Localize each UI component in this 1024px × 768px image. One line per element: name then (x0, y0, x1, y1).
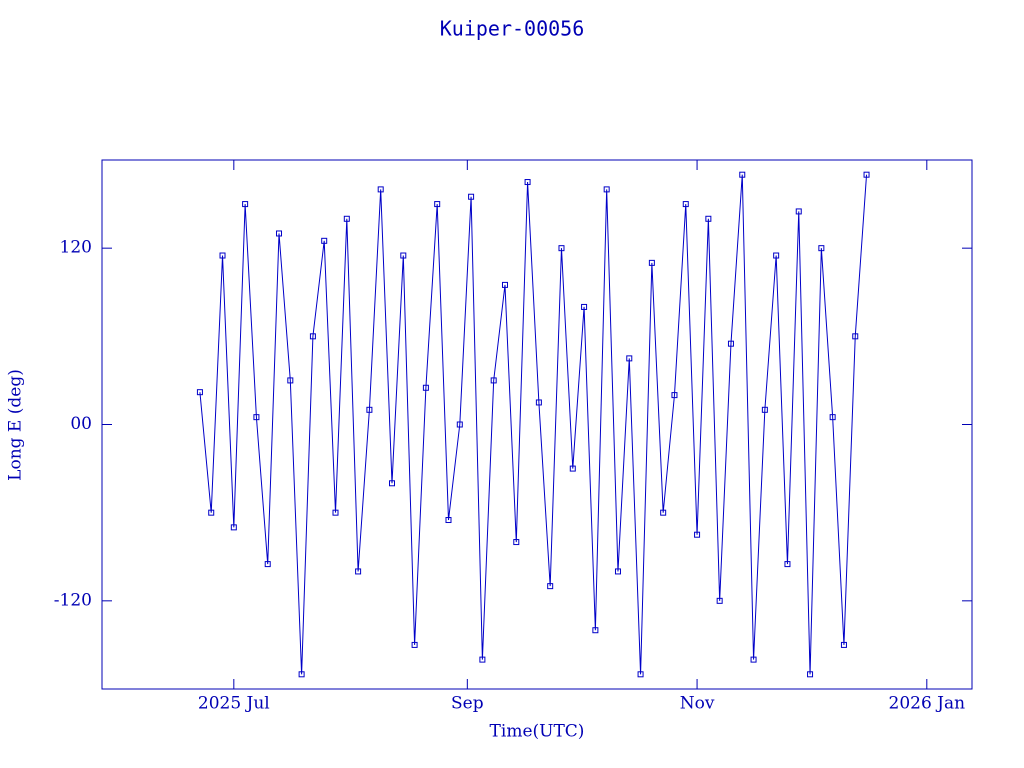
chart-title: Kuiper-00056 (440, 17, 585, 41)
y-tick-label: -120 (54, 590, 92, 610)
point-marker (287, 377, 294, 384)
point-marker (513, 539, 520, 546)
y-tick-label: 00 (70, 414, 92, 434)
x-tick-label: 2025 Jul (198, 694, 270, 714)
point-marker (479, 656, 486, 663)
point-marker (355, 568, 362, 575)
point-marker (547, 583, 554, 590)
point-marker (276, 230, 283, 237)
point-marker (422, 384, 429, 391)
point-marker (377, 186, 384, 193)
x-tick-label: Nov (680, 694, 715, 714)
point-marker (863, 171, 870, 178)
point-marker (581, 303, 588, 310)
point-marker (592, 627, 599, 634)
point-marker (321, 237, 328, 244)
point-marker (332, 509, 339, 516)
point-marker (807, 671, 814, 678)
point-marker (343, 215, 350, 222)
point-marker (818, 245, 825, 252)
point-marker (750, 656, 757, 663)
point-marker (773, 252, 780, 259)
point-marker (490, 377, 497, 384)
point-marker (456, 421, 463, 428)
x-axis-label: Time(UTC) (490, 722, 585, 742)
point-marker (298, 671, 305, 678)
point-marker (840, 641, 847, 648)
point-marker (682, 201, 689, 208)
point-marker (219, 252, 226, 259)
series-line (199, 174, 868, 675)
point-marker (208, 509, 215, 516)
x-tick-label: Sep (451, 694, 484, 714)
point-marker (727, 340, 734, 347)
point-marker (468, 193, 475, 200)
point-marker (671, 392, 678, 399)
y-tick-label: 120 (60, 238, 92, 258)
point-marker (264, 561, 271, 568)
point-marker (558, 245, 565, 252)
point-marker (852, 333, 859, 340)
point-marker (705, 215, 712, 222)
point-marker (716, 597, 723, 604)
point-marker (535, 399, 542, 406)
point-marker (196, 389, 203, 396)
plot-frame (101, 159, 973, 690)
point-marker (569, 465, 576, 472)
point-marker (795, 208, 802, 215)
point-marker (739, 171, 746, 178)
x-tick-label: 2026 Jan (889, 694, 966, 714)
point-marker (694, 531, 701, 538)
point-marker (400, 252, 407, 259)
point-marker (603, 186, 610, 193)
point-marker (411, 641, 418, 648)
point-marker (648, 259, 655, 266)
point-marker (660, 509, 667, 516)
point-marker (434, 201, 441, 208)
point-marker (445, 517, 452, 524)
point-marker (501, 281, 508, 288)
point-marker (637, 671, 644, 678)
y-axis-label: Long E (deg) (6, 369, 26, 481)
point-marker (524, 179, 531, 186)
point-marker (366, 406, 373, 413)
point-marker (614, 568, 621, 575)
point-marker (626, 355, 633, 362)
point-marker (389, 480, 395, 487)
point-marker (253, 414, 260, 421)
point-marker (829, 414, 836, 421)
point-marker (761, 406, 768, 413)
point-marker (784, 561, 791, 568)
point-marker (242, 201, 249, 208)
point-marker (309, 333, 316, 340)
point-marker (230, 524, 237, 531)
